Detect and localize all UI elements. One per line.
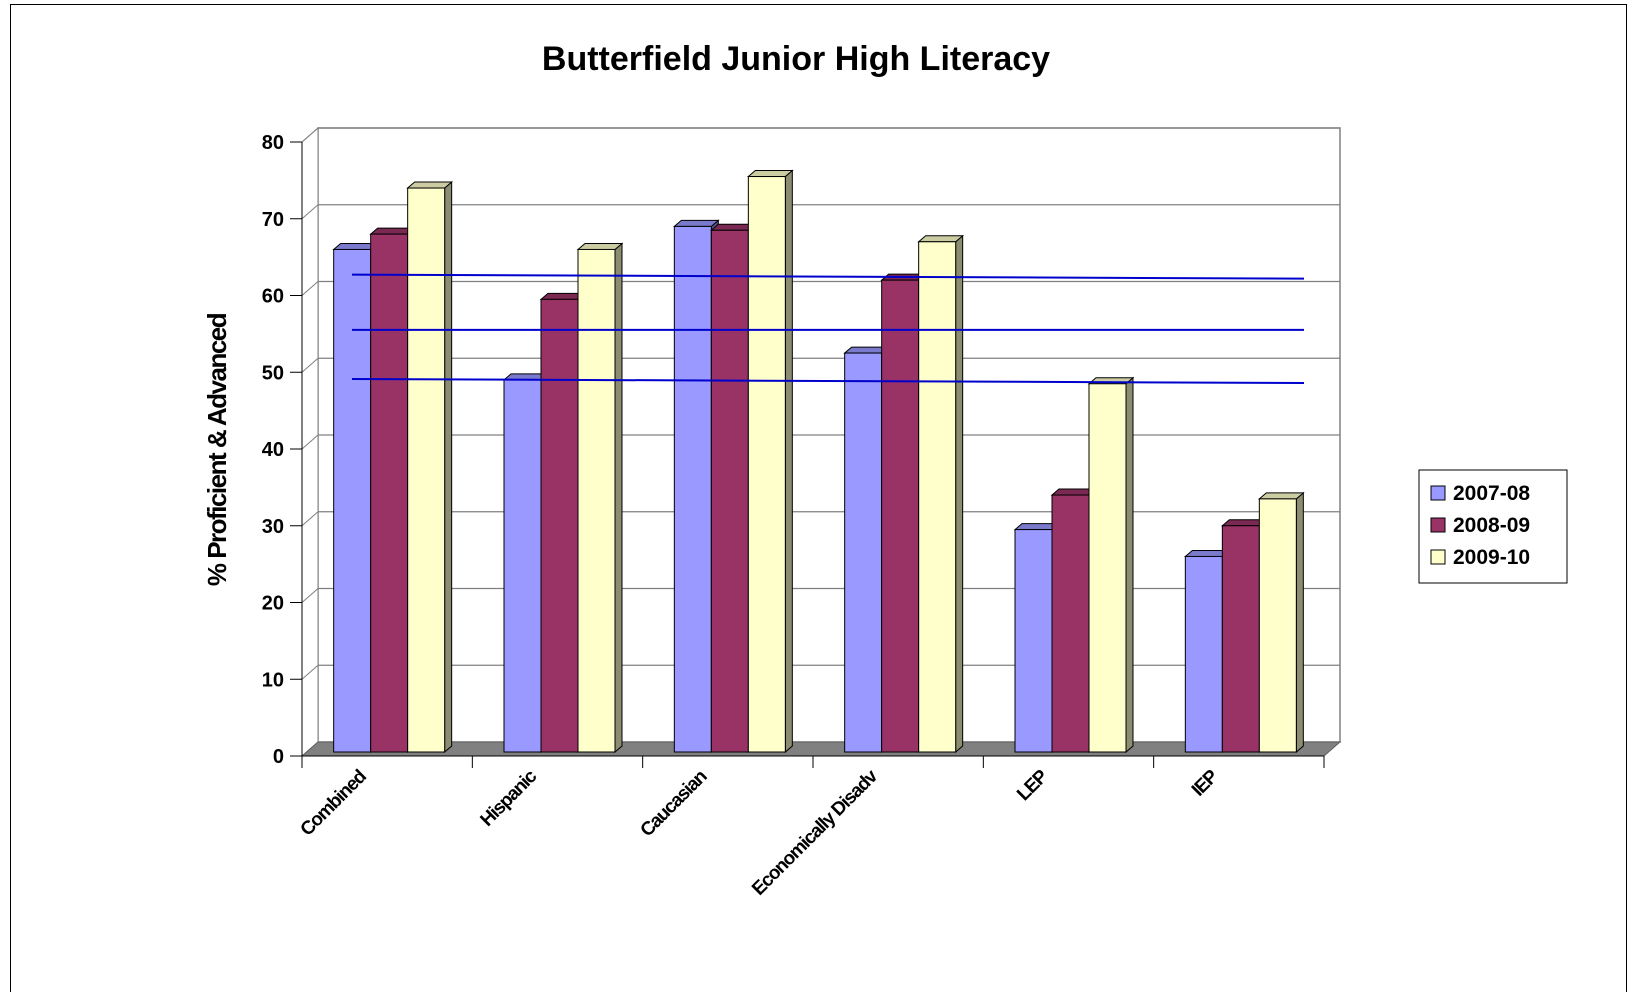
bar-front [503,379,542,753]
chart-title: Butterfield Junior High Literacy [542,40,1050,78]
bar-side [1295,491,1304,754]
gridline-side [301,357,319,373]
bar-2009-10-economically-disadv [917,234,965,754]
x-tick-label: Economically Disadv [748,766,882,900]
legend-label: 2008-09 [1453,514,1530,537]
gridline-side [301,434,319,450]
chart-frame: 0 10 20 30 40 50 60 70 80 Combined Hispanic Caucasi… [10,4,1627,992]
bar-front [1184,555,1223,753]
bar-front [1088,383,1127,753]
bar-2009-10-caucasian [746,169,794,754]
reference-line [351,273,1305,280]
gridline-side [301,281,319,296]
gridline-side [301,588,319,603]
bar-front [844,352,883,753]
legend-label: 2009-10 [1453,546,1530,569]
bar-front [1051,494,1090,753]
bar-front [1258,498,1297,753]
bar-top [576,242,624,250]
bar-front [577,248,616,753]
bar-front [747,176,786,753]
y-tick-label: 10 [262,669,284,691]
bar-side [955,234,964,754]
bar-front [407,187,446,753]
bar-side [614,242,623,754]
bar-top [1257,492,1305,500]
gridline-side [301,127,319,143]
bar-front [1221,525,1260,753]
x-tick-label: LEP [1013,766,1053,806]
x-tick-label: Combined [297,766,371,840]
bar-side [784,169,793,754]
bar-2009-10-iep [1257,491,1305,754]
y-tick-label: 80 [262,132,284,154]
bar-2009-10-lep [1087,376,1135,754]
bar-front [918,241,957,753]
chart-floor [300,741,1342,757]
legend-swatch [1430,549,1446,565]
bar-top [672,219,720,227]
x-tick-label: Caucasian [637,766,712,841]
bar-front [710,229,749,753]
bar-front [540,298,579,753]
y-tick-label: 0 [273,746,284,768]
x-tick-label: IEP [1188,766,1223,801]
gridline-side [301,204,319,220]
y-tick-label: 20 [262,593,284,615]
legend-label: 2007-08 [1453,482,1530,505]
y-tick-label: 60 [262,286,284,308]
reference-line [351,377,1305,384]
legend-swatch [1430,517,1446,533]
legend: 2007-08 2008-09 2009-10 [1418,469,1568,584]
bar-2009-10-hispanic [576,242,624,754]
y-tick-label: 30 [262,516,284,538]
bar-top [406,181,454,189]
gridline-side [301,511,319,527]
y-tick-label: 40 [262,439,284,461]
literacy-bar-chart: 0 10 20 30 40 50 60 70 80 Combined Hispanic Caucasi… [202,40,1568,900]
bar-front [1014,529,1053,753]
legend-swatch [1430,485,1446,501]
bar-front [333,248,372,753]
bar-top [746,170,794,178]
bar-side [1125,376,1134,754]
bar-top [917,235,965,243]
bar-side [444,180,453,754]
gridline-side [301,664,319,680]
y-tick-label: 70 [262,209,284,231]
y-tick-label: 50 [262,362,284,384]
bar-2009-10-combined [406,180,454,754]
bar-front [673,225,712,753]
bar-front [370,233,409,753]
bar-front [881,279,920,753]
x-tick-label: Hispanic [477,766,542,831]
y-axis-label: % Proficient & Advanced [202,313,232,586]
